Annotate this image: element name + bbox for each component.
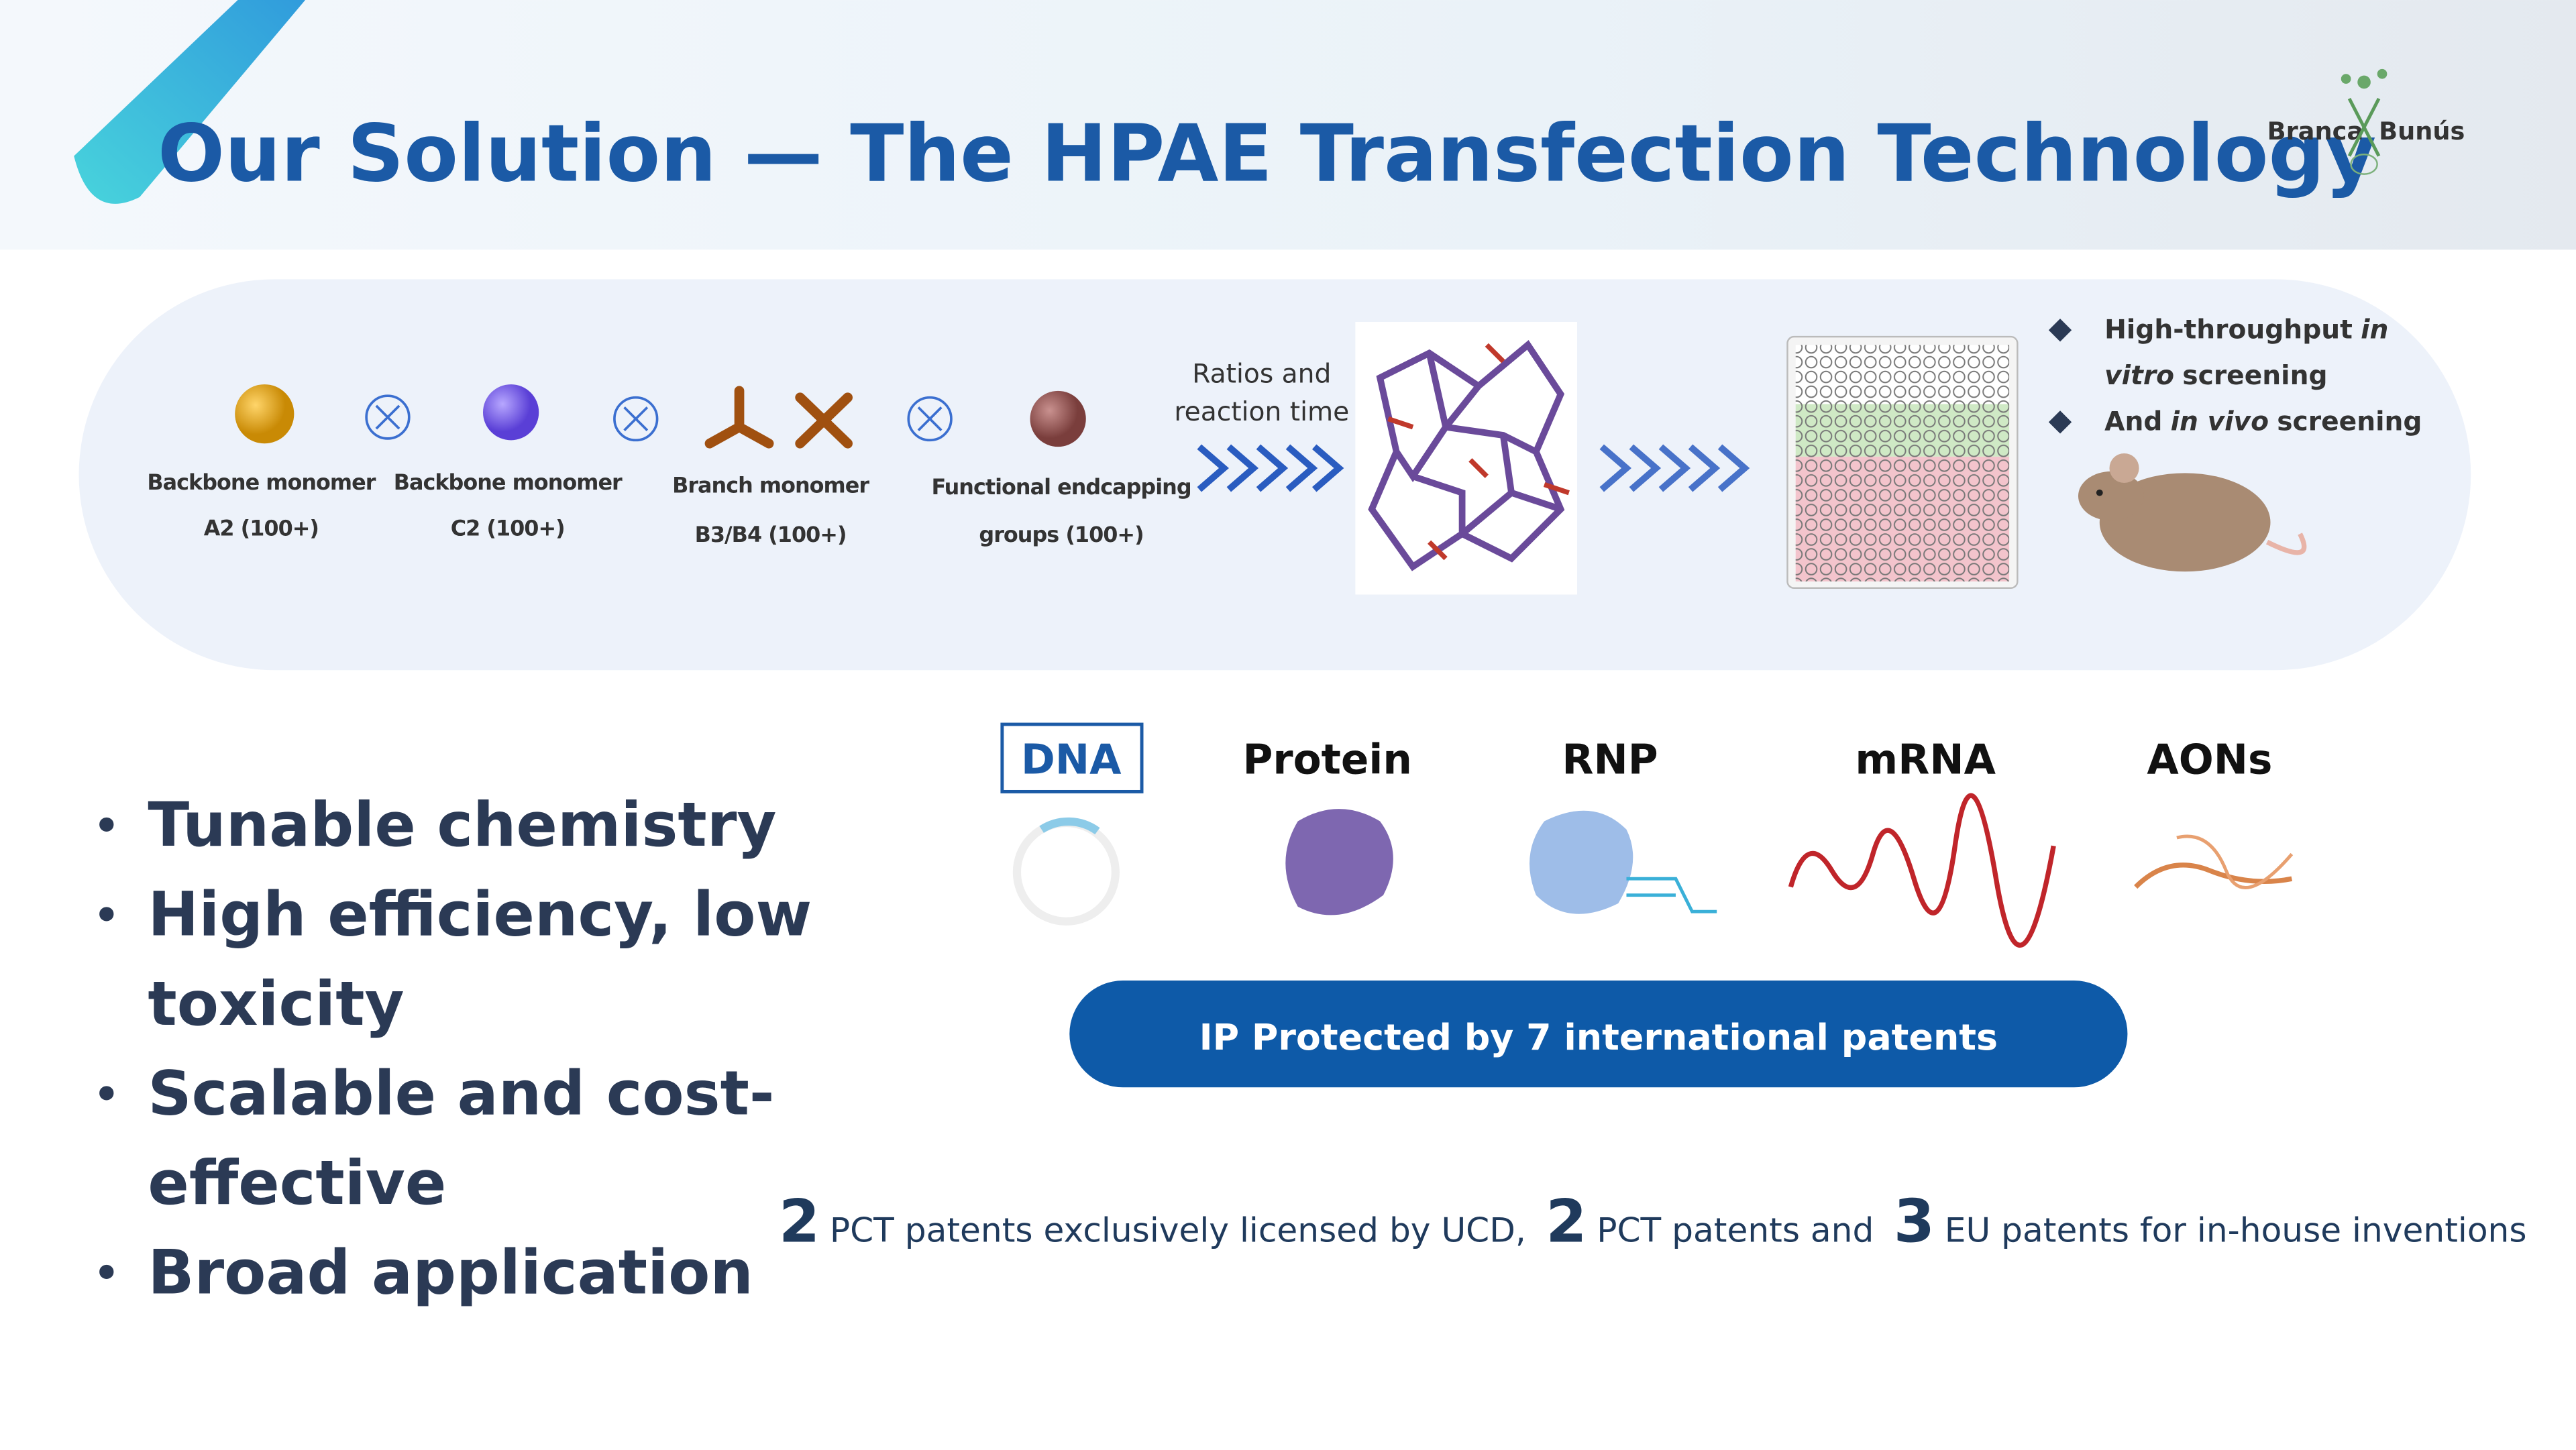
patent-count: 2: [779, 1186, 820, 1256]
patent-count: 3: [1894, 1186, 1935, 1256]
component-label: Functional endcapping: [931, 474, 1191, 500]
cargo-icons: [1000, 722, 2294, 948]
logo: Branca Bunús: [2267, 68, 2465, 175]
bullet-dot: •: [92, 1245, 121, 1302]
swoosh: [74, 0, 306, 204]
cargo-label: Protein: [1243, 736, 1412, 783]
content: Backbone monomer A2 (100+) Backbone monome…: [92, 315, 2526, 1308]
component-label: A2 (100+): [204, 515, 319, 541]
patent-text: PCT patents exclusively licensed by UCD,: [830, 1210, 1526, 1249]
component-label: Backbone monomer: [394, 469, 623, 495]
patent-count: 2: [1546, 1186, 1587, 1256]
pipeline-icons: [235, 319, 2307, 595]
screening-part: High-throughput: [2104, 315, 2353, 345]
screening-text: And in vivo screening: [2104, 407, 2422, 437]
step-label: reaction time: [1174, 397, 1349, 427]
patent-text: PCT patents and: [1597, 1210, 1874, 1249]
feature-text: toxicity: [148, 969, 404, 1040]
screening-text: High-throughput in: [2104, 315, 2388, 345]
screening-part: screening: [2182, 361, 2327, 391]
cargo-label: DNA: [1021, 736, 1122, 783]
banner: [1069, 981, 2128, 1088]
bullet-dot: •: [92, 797, 121, 854]
feature-text: Broad application: [148, 1238, 753, 1308]
component-label: C2 (100+): [451, 515, 565, 541]
component-label: Backbone monomer: [147, 469, 376, 495]
bullet-dot: •: [92, 1066, 121, 1123]
screening-part: in: [2361, 315, 2388, 345]
title: Our Solution — The HPAE Transfection Tec…: [158, 107, 2376, 199]
cargo-label: RNP: [1562, 736, 1658, 783]
screening-text: vitro screening: [2104, 361, 2327, 391]
step-label: Ratios and: [1192, 359, 1331, 390]
screening-part: screening: [2277, 407, 2422, 437]
cargo-label: mRNA: [1855, 736, 1996, 783]
patents-line: 2 PCT patents exclusively licensed by UCD…: [779, 1186, 2527, 1256]
cargo-label: AONs: [2147, 736, 2272, 783]
logo-text: Branca: [2267, 117, 2364, 146]
feature-text: effective: [148, 1148, 446, 1219]
component-label: groups (100+): [979, 522, 1143, 547]
screening-part: And: [2104, 407, 2162, 437]
header-band: [0, 0, 2576, 250]
component-label: Branch monomer: [672, 473, 869, 498]
component-label: B3/B4 (100+): [695, 522, 847, 547]
patent-text: EU patents for in-house inventions: [1945, 1210, 2527, 1249]
feature-text: Scalable and cost-: [148, 1059, 774, 1129]
feature-text: Tunable chemistry: [148, 790, 776, 860]
feature-text: High efficiency, low: [148, 880, 812, 950]
banner-text: IP Protected by 7 international patents: [1199, 1016, 1998, 1058]
bullet-dot: •: [92, 887, 121, 944]
screening-part: vitro: [2104, 361, 2174, 391]
logo-text: Bunús: [2379, 117, 2465, 146]
screening-part: in vivo: [2171, 407, 2269, 437]
